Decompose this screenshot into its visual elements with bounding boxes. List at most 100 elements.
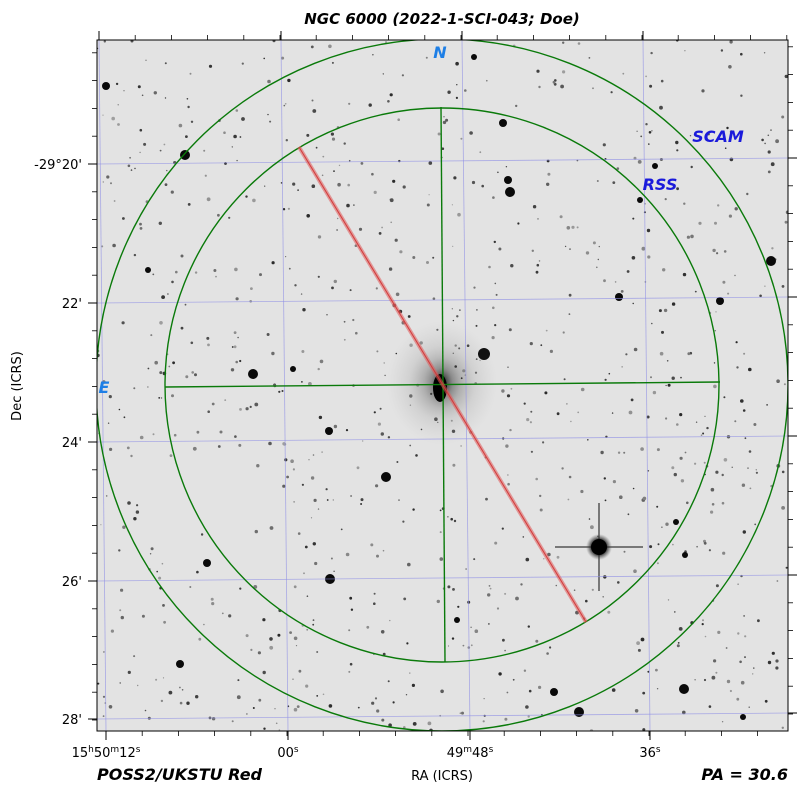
faint-star (680, 376, 682, 379)
faint-star (362, 440, 364, 442)
faint-star (642, 691, 646, 695)
faint-star (235, 297, 239, 301)
faint-star (257, 651, 261, 655)
faint-star (715, 470, 719, 474)
faint-star (350, 608, 354, 611)
faint-star (702, 432, 705, 435)
faint-star (355, 331, 358, 335)
faint-star (108, 705, 113, 709)
faint-star (637, 160, 642, 164)
faint-star (135, 510, 140, 514)
faint-star (633, 569, 637, 573)
faint-star (150, 547, 154, 551)
faint-star (528, 689, 532, 693)
minor-ticks (92, 35, 793, 736)
faint-star (139, 227, 143, 230)
faint-star (612, 181, 616, 185)
faint-star (118, 408, 121, 411)
faint-star (736, 697, 740, 701)
faint-star (785, 566, 788, 569)
faint-star (704, 635, 707, 638)
faint-star (368, 103, 372, 107)
faint-star (457, 605, 460, 608)
faint-star (744, 656, 746, 659)
faint-star (292, 468, 295, 471)
faint-star (568, 293, 572, 297)
faint-star (766, 404, 768, 406)
faint-star (345, 429, 349, 432)
faint-star (254, 402, 259, 407)
faint-star (600, 450, 604, 455)
faint-star (384, 374, 386, 377)
faint-star (286, 475, 289, 479)
faint-star (179, 701, 183, 705)
faint-star (646, 228, 651, 233)
faint-star (310, 517, 313, 519)
faint-star (287, 78, 291, 83)
faint-star (233, 345, 237, 349)
faint-star (597, 258, 599, 261)
faint-star (640, 637, 645, 642)
faint-star (231, 720, 234, 723)
faint-star (744, 437, 747, 440)
faint-star (149, 553, 152, 555)
faint-star (317, 508, 320, 510)
faint-star (549, 646, 552, 649)
star (679, 684, 689, 694)
faint-star (588, 518, 591, 520)
faint-star (167, 293, 169, 295)
faint-star (118, 549, 121, 552)
dec-tick-label-4: 28' (62, 713, 82, 728)
faint-star (632, 217, 635, 220)
faint-star (376, 554, 379, 558)
faint-star (493, 240, 496, 244)
faint-star (450, 517, 454, 521)
faint-star (360, 503, 363, 505)
faint-star (764, 142, 766, 145)
faint-star (567, 498, 570, 501)
faint-star (338, 164, 341, 167)
faint-star (666, 360, 669, 362)
faint-star (326, 499, 329, 501)
faint-star (621, 366, 623, 368)
faint-star (442, 120, 447, 125)
faint-star (159, 321, 163, 325)
faint-star (336, 229, 338, 231)
faint-star (662, 268, 666, 272)
rss-label: RSS (643, 175, 678, 194)
faint-star (671, 302, 676, 306)
faint-star (759, 294, 762, 298)
faint-star (729, 130, 734, 134)
faint-star (285, 139, 288, 142)
faint-star (190, 120, 194, 124)
star (180, 150, 190, 160)
faint-star (317, 275, 320, 278)
faint-star (617, 581, 620, 584)
faint-star (555, 584, 558, 587)
faint-star (219, 430, 223, 434)
faint-star (641, 246, 646, 251)
faint-star (349, 662, 353, 666)
faint-star (415, 454, 418, 457)
faint-star (278, 729, 281, 731)
faint-star (312, 619, 315, 621)
faint-star (223, 131, 226, 134)
faint-star (676, 423, 679, 426)
faint-star (616, 167, 620, 170)
faint-star (453, 519, 457, 523)
faint-star (655, 668, 658, 672)
faint-star (479, 151, 482, 154)
faint-star (770, 162, 775, 167)
faint-star (164, 183, 168, 187)
faint-star (310, 476, 315, 480)
star (102, 82, 110, 90)
faint-star (110, 629, 114, 633)
faint-star (439, 531, 442, 534)
faint-star (224, 399, 227, 401)
faint-star (288, 267, 291, 270)
faint-star (141, 614, 145, 618)
faint-star (382, 652, 386, 656)
faint-star (552, 80, 556, 84)
faint-star (640, 135, 643, 138)
faint-star (382, 549, 385, 552)
